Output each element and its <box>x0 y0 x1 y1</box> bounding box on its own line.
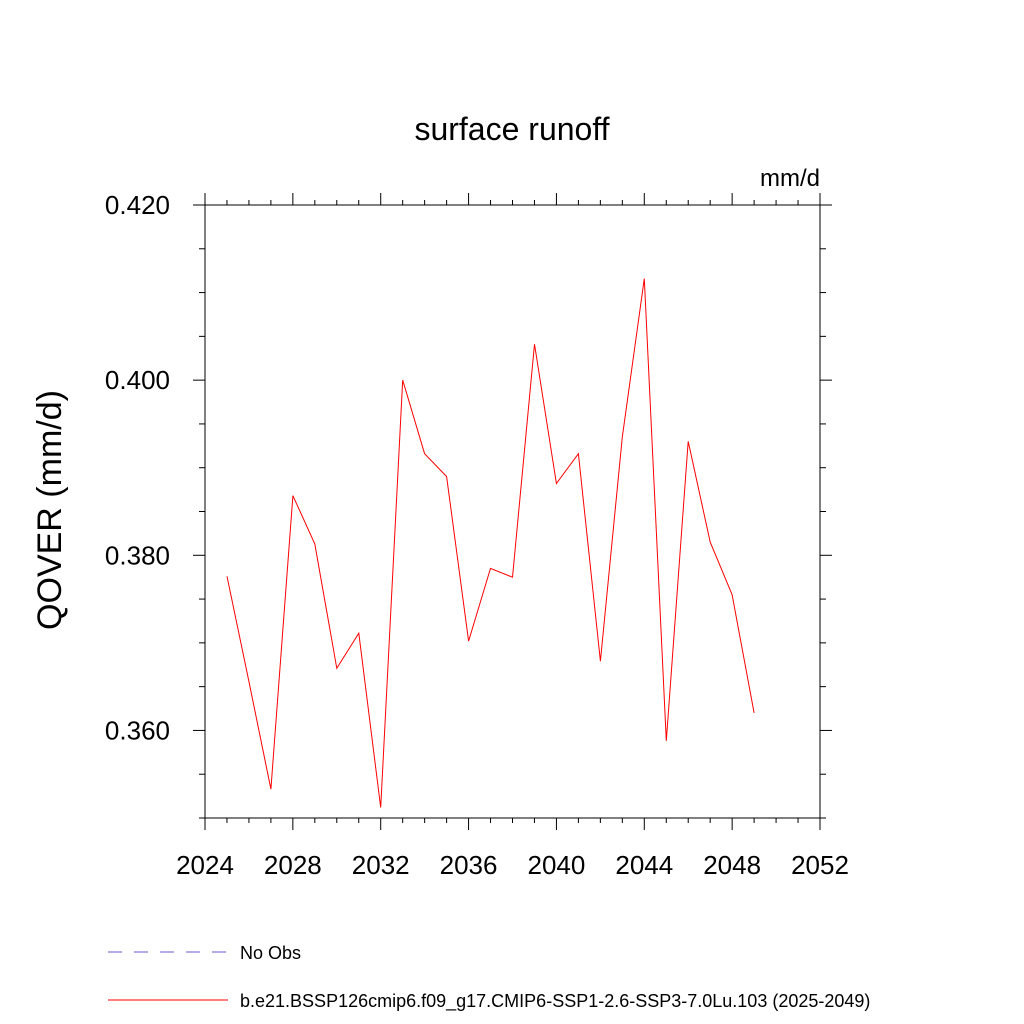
x-tick-label: 2040 <box>528 850 586 880</box>
chart-title: surface runoff <box>414 111 609 147</box>
y-tick-label: 0.360 <box>105 715 170 745</box>
x-tick-label: 2048 <box>703 850 761 880</box>
x-tick-label: 2028 <box>264 850 322 880</box>
y-axis-label: QOVER (mm/d) <box>31 390 69 630</box>
series-line <box>226 278 755 808</box>
x-tick-label: 2032 <box>352 850 410 880</box>
legend-label: No Obs <box>240 943 301 963</box>
axis-tick-labels: 2024 2028 2032 2036 2040 2044 2048 2052 0.360 0.3… <box>105 190 849 880</box>
y-tick-label: 0.400 <box>105 365 170 395</box>
legend-label: b.e21.BSSP126cmip6.f09_g17.CMIP6-SSP1-2.… <box>240 991 870 1012</box>
legend: No Obs b.e21.BSSP126cmip6.f09_g17.CMIP6-S… <box>108 943 870 1012</box>
units-label: mm/d <box>760 165 820 192</box>
axis-ticks <box>193 193 832 830</box>
y-tick-label: 0.420 <box>105 190 170 220</box>
x-tick-label: 2044 <box>615 850 673 880</box>
x-tick-label: 2052 <box>791 850 849 880</box>
y-tick-label: 0.380 <box>105 540 170 570</box>
x-tick-label: 2024 <box>176 850 234 880</box>
series-layer <box>226 278 755 808</box>
x-tick-label: 2036 <box>440 850 498 880</box>
plot-frame <box>204 204 821 819</box>
